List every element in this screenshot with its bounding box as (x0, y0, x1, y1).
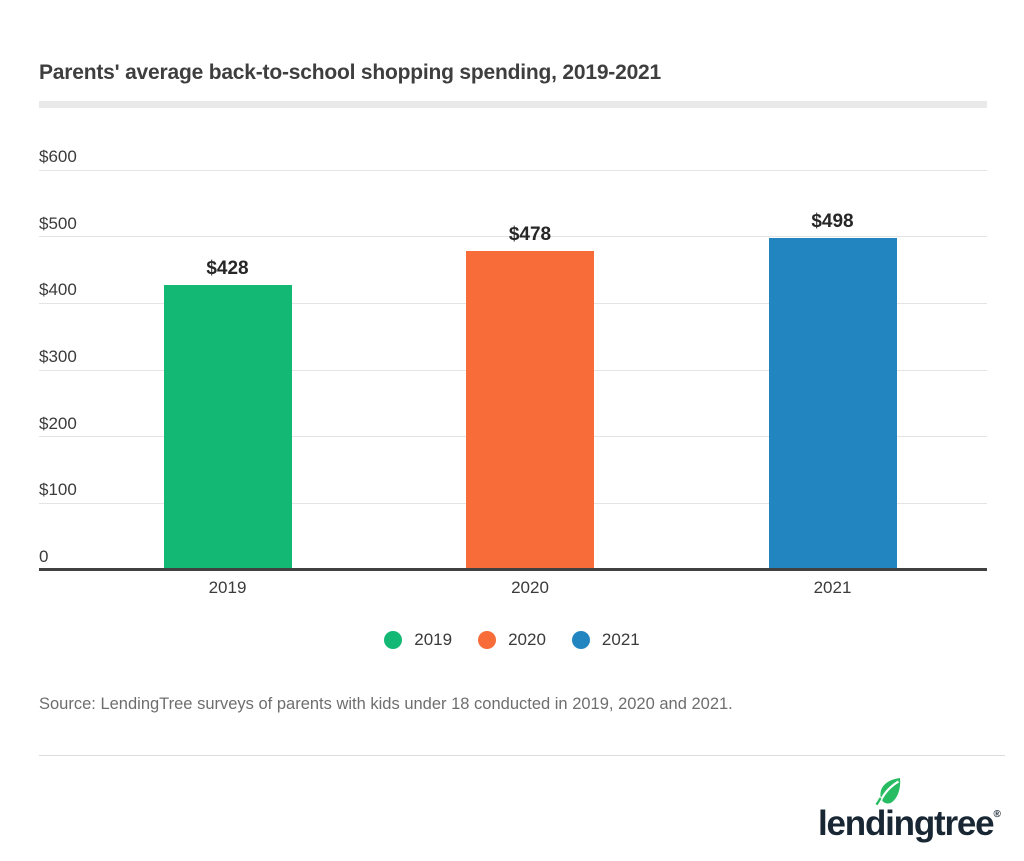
gridline (39, 236, 987, 238)
legend-dot-2019 (384, 631, 403, 649)
x-tick-label: 2019 (208, 578, 247, 597)
chart-title: Parents' average back-to-school shopping… (39, 61, 662, 84)
leaf-icon (874, 777, 904, 811)
legend-item-2021: 2021 (571, 630, 640, 650)
legend-label: 2020 (508, 630, 546, 649)
bar-value-label: $478 (508, 224, 552, 246)
y-tick-label: $300 (39, 347, 77, 366)
title-divider (39, 101, 987, 108)
legend-item-2020: 2020 (478, 630, 546, 650)
legend-item-2019: 2019 (384, 630, 452, 650)
gridline (39, 169, 987, 171)
y-tick-label: $200 (39, 413, 77, 433)
legend-dot-2020 (478, 631, 497, 649)
logo-wordmark: lendingtree® (818, 804, 1001, 843)
bar-value-label: $498 (811, 211, 854, 232)
legend-label: 2019 (414, 630, 453, 649)
chart-legend: 2019 2020 2021 (0, 630, 1024, 650)
bar-value-label: $428 (206, 257, 249, 279)
y-tick-label: 0 (39, 547, 49, 566)
bar-2020 (466, 251, 594, 570)
y-tick-label: $500 (39, 213, 77, 233)
registered-trademark: ® (993, 809, 1001, 820)
x-axis-line (39, 568, 987, 571)
x-tick-label: 2020 (511, 578, 549, 597)
legend-dot-2021 (571, 631, 590, 649)
bar-2021 (768, 238, 897, 570)
legend-label: 2021 (601, 630, 640, 649)
y-tick-label: $600 (39, 147, 77, 166)
lendingtree-logo: lendingtree® (818, 778, 1018, 845)
footer-divider (39, 755, 1005, 756)
source-note: Source: LendingTree surveys of parents w… (39, 695, 733, 713)
y-tick-label: $400 (39, 280, 77, 300)
x-tick-label: 2021 (813, 578, 852, 597)
y-tick-label: $100 (39, 480, 77, 500)
bar-2019 (163, 284, 292, 570)
